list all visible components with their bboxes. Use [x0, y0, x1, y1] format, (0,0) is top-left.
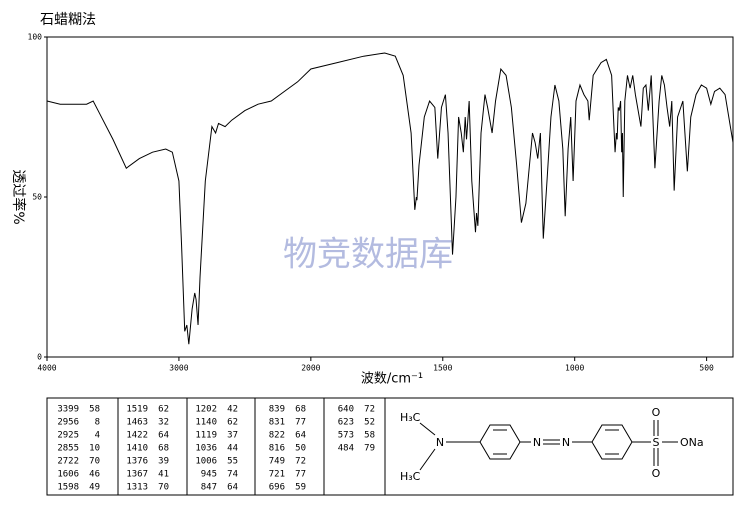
wavenumber-cell: 1598	[57, 483, 79, 493]
atom-label: O	[652, 406, 661, 419]
wavenumber-cell: 640	[338, 405, 354, 415]
transmittance-cell: 77	[295, 470, 306, 480]
transmittance-cell: 68	[295, 405, 306, 415]
wavenumber-cell: 822	[269, 431, 285, 441]
transmittance-cell: 55	[227, 457, 238, 467]
structure	[419, 420, 678, 471]
transmittance-cell: 10	[89, 444, 100, 454]
transmittance-cell: 32	[158, 418, 169, 428]
wavenumber-cell: 1422	[126, 431, 148, 441]
transmittance-cell: 59	[295, 483, 306, 493]
y-axis-label: 透过率%	[10, 169, 27, 224]
x-tick-label: 1000	[565, 364, 584, 373]
transmittance-cell: 64	[158, 431, 169, 441]
atom-label: N	[436, 436, 444, 449]
transmittance-cell: 72	[364, 405, 375, 415]
wavenumber-cell: 573	[338, 431, 354, 441]
transmittance-cell: 70	[158, 483, 169, 493]
transmittance-cell: 42	[227, 405, 238, 415]
wavenumber-cell: 1140	[195, 418, 217, 428]
x-tick-label: 500	[699, 364, 714, 373]
transmittance-cell: 70	[89, 457, 100, 467]
wavenumber-cell: 721	[269, 470, 285, 480]
wavenumber-cell: 1410	[126, 444, 148, 454]
transmittance-cell: 79	[364, 444, 375, 454]
wavenumber-cell: 2956	[57, 418, 79, 428]
transmittance-cell: 58	[364, 431, 375, 441]
wavenumber-cell: 816	[269, 444, 285, 454]
transmittance-cell: 64	[227, 483, 238, 493]
y-tick-label: 100	[28, 33, 43, 42]
wavenumber-cell: 696	[269, 483, 285, 493]
y-tick-label: 0	[37, 353, 42, 362]
transmittance-cell: 37	[227, 431, 238, 441]
transmittance-cell: 58	[89, 405, 100, 415]
transmittance-cell: 74	[227, 470, 238, 480]
structure-frame	[384, 397, 734, 496]
wavenumber-cell: 1376	[126, 457, 148, 467]
transmittance-cell: 44	[227, 444, 238, 454]
transmittance-cell: 62	[158, 405, 169, 415]
bond	[419, 422, 436, 436]
transmittance-cell: 72	[295, 457, 306, 467]
chart-title: 石蜡糊法	[40, 12, 96, 28]
wavenumber-cell: 2925	[57, 431, 79, 441]
transmittance-cell: 62	[227, 418, 238, 428]
wavenumber-cell: 3399	[57, 405, 79, 415]
wavenumber-cell: 1202	[195, 405, 217, 415]
transmittance-cell: 8	[95, 418, 100, 428]
wavenumber-cell: 945	[201, 470, 217, 480]
wavenumber-cell: 1119	[195, 431, 217, 441]
wavenumber-cell: 623	[338, 418, 354, 428]
wavenumber-cell: 2855	[57, 444, 79, 454]
transmittance-cell: 68	[158, 444, 169, 454]
wavenumber-cell: 831	[269, 418, 285, 428]
bond	[419, 448, 436, 471]
peak-table: 3399 58 2956 8 2925 4 2855 10 2722 70 1606 46 1598 49…	[57, 398, 375, 495]
wavenumber-cell: 1367	[126, 470, 148, 480]
wavenumber-cell: 749	[269, 457, 285, 467]
wavenumber-cell: 1463	[126, 418, 148, 428]
x-tick-label: 3000	[169, 364, 188, 373]
atom-label: N	[533, 436, 541, 449]
wavenumber-cell: 839	[269, 405, 285, 415]
transmittance-cell: 64	[295, 431, 306, 441]
transmittance-cell: 46	[89, 470, 100, 480]
transmittance-cell: 50	[295, 444, 306, 454]
atom-label: S	[653, 436, 660, 449]
x-tick-label: 4000	[37, 364, 56, 373]
wavenumber-cell: 1006	[195, 457, 217, 467]
x-tick-label: 2000	[301, 364, 320, 373]
x-tick-label: 1500	[433, 364, 452, 373]
y-tick-label: 50	[32, 193, 42, 202]
plot-frame	[46, 36, 734, 358]
wavenumber-cell: 1036	[195, 444, 217, 454]
transmittance-cell: 49	[89, 483, 100, 493]
transmittance-cell: 41	[158, 470, 169, 480]
wavenumber-cell: 484	[338, 444, 354, 454]
atom-label: H₃C	[400, 470, 421, 483]
transmittance-cell: 39	[158, 457, 169, 467]
wavenumber-cell: 1606	[57, 470, 79, 480]
transmittance-cell: 77	[295, 418, 306, 428]
wavenumber-cell: 847	[201, 483, 217, 493]
wavenumber-cell: 2722	[57, 457, 79, 467]
atom-label: O	[652, 467, 661, 480]
watermark: 物竞数据库	[283, 235, 453, 275]
atom-label: H₃C	[400, 411, 421, 424]
transmittance-cell: 4	[95, 431, 100, 441]
x-axis-label: 波数/cm⁻¹	[361, 372, 423, 387]
wavenumber-cell: 1313	[126, 483, 148, 493]
transmittance-cell: 52	[364, 418, 375, 428]
spectrum-line	[46, 52, 734, 345]
wavenumber-cell: 1519	[126, 405, 148, 415]
atom-label: ONa	[680, 436, 704, 449]
atom-label: N	[562, 436, 570, 449]
